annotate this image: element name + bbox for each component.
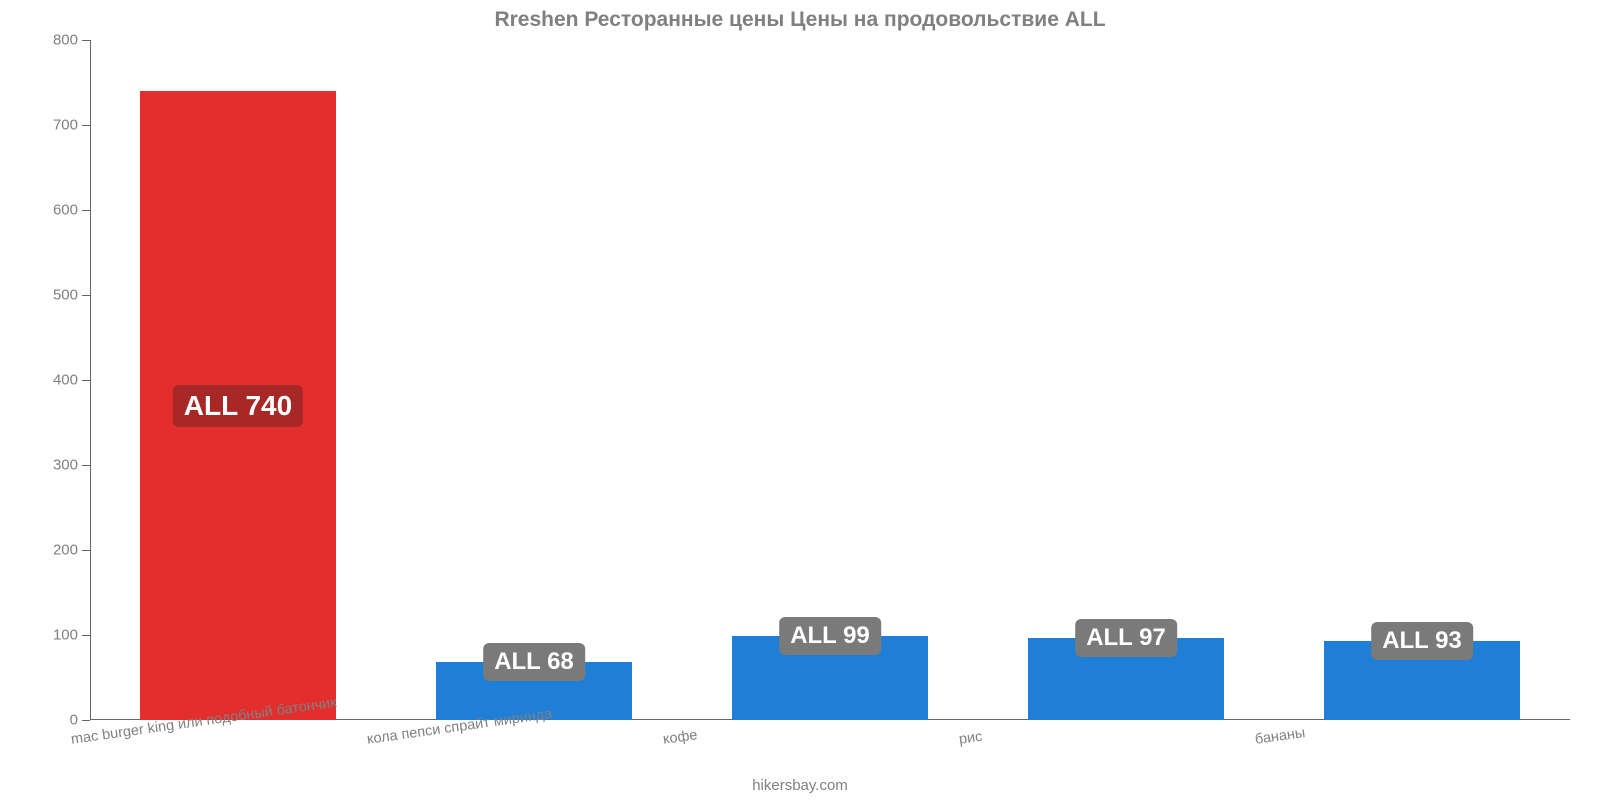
- chart-title: Rreshen Ресторанные цены Цены на продово…: [0, 8, 1600, 32]
- x-label-slot: mac burger king или подобный батончик: [90, 720, 386, 760]
- bar: ALL 740: [140, 91, 335, 720]
- x-label-slot: бананы: [1274, 720, 1570, 760]
- bar-slot: ALL 93: [1274, 40, 1570, 720]
- x-label-slot: кола пепси спрайт миринда: [386, 720, 682, 760]
- chart-container: Rreshen Ресторанные цены Цены на продово…: [0, 0, 1600, 800]
- x-axis-label: рис: [958, 729, 983, 748]
- bar-value-badge: ALL 740: [173, 385, 303, 427]
- x-labels-row: mac burger king или подобный батончиккол…: [90, 720, 1570, 760]
- y-tick-label: 0: [70, 712, 90, 729]
- y-tick-label: 500: [53, 287, 90, 304]
- y-tick-label: 200: [53, 542, 90, 559]
- y-tick-label: 300: [53, 457, 90, 474]
- bar-value-badge: ALL 99: [779, 617, 881, 655]
- bar-slot: ALL 68: [386, 40, 682, 720]
- y-tick-label: 600: [53, 202, 90, 219]
- bar-value-badge: ALL 93: [1371, 622, 1473, 660]
- plot-area: 0100200300400500600700800 ALL 740ALL 68A…: [90, 40, 1570, 720]
- x-label-slot: рис: [978, 720, 1274, 760]
- bar-slot: ALL 740: [90, 40, 386, 720]
- bar-value-badge: ALL 97: [1075, 619, 1177, 657]
- y-tick-label: 800: [53, 32, 90, 49]
- y-tick-label: 100: [53, 627, 90, 644]
- x-axis-label: кофе: [662, 727, 698, 748]
- y-tick-label: 400: [53, 372, 90, 389]
- bar: ALL 93: [1324, 641, 1519, 720]
- bar: ALL 99: [732, 636, 927, 720]
- attribution: hikersbay.com: [0, 777, 1600, 794]
- bars-row: ALL 740 ALL 68 ALL 99 ALL 97 ALL 93: [90, 40, 1570, 720]
- bar: ALL 97: [1028, 638, 1223, 720]
- x-label-slot: кофе: [682, 720, 978, 760]
- y-tick-label: 700: [53, 117, 90, 134]
- bar-slot: ALL 97: [978, 40, 1274, 720]
- bar-slot: ALL 99: [682, 40, 978, 720]
- bar-value-badge: ALL 68: [483, 643, 585, 681]
